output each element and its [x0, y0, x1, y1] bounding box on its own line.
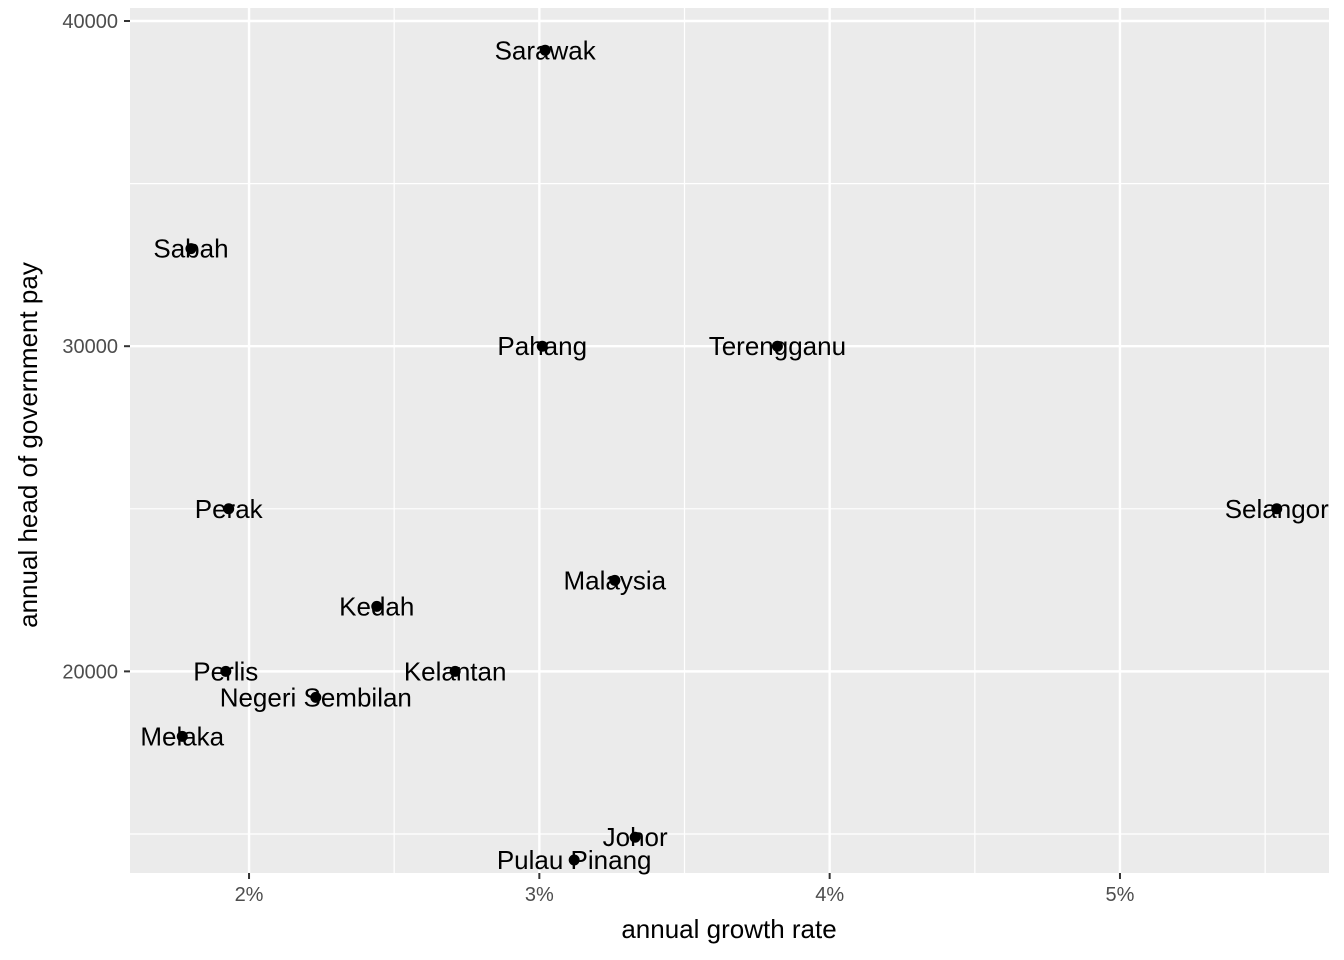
data-point [185, 243, 197, 255]
y-axis: 20000 30000 40000 [62, 11, 130, 683]
point-label: Malaysia [564, 565, 667, 595]
x-tick-label: 5% [1106, 884, 1135, 906]
point-label: Pulau Pinang [497, 845, 652, 875]
data-points [176, 44, 1283, 866]
point-label: Perlis [193, 656, 258, 686]
x-axis: 2% 3% 4% 5% [235, 873, 1135, 906]
data-point [568, 854, 580, 866]
y-tick-label: 20000 [62, 661, 118, 683]
data-point [223, 503, 235, 515]
plot-panel [130, 8, 1329, 873]
x-tick-label: 4% [815, 884, 844, 906]
point-label: Negeri Sembilan [220, 682, 412, 712]
major-gridlines [130, 8, 1329, 873]
data-point [371, 600, 383, 612]
data-point [539, 44, 551, 56]
point-label: Terengganu [709, 331, 846, 361]
data-point [310, 691, 322, 703]
point-labels: Sarawak Sabah Pahang Terengganu Perak Selango… [140, 35, 1329, 875]
data-point [771, 340, 783, 352]
data-point [220, 665, 232, 677]
point-label: Pahang [497, 331, 587, 361]
point-label: Perak [195, 494, 264, 524]
x-tick-label: 3% [525, 884, 554, 906]
x-tick-label: 2% [235, 884, 264, 906]
y-axis-title: annual head of government pay [13, 262, 43, 628]
data-point [449, 665, 461, 677]
point-label: Kedah [339, 591, 414, 621]
point-label: Melaka [140, 721, 224, 751]
point-label: Kelantan [404, 656, 507, 686]
minor-gridlines [130, 8, 1329, 873]
y-tick-label: 30000 [62, 336, 118, 358]
point-label: Selangor [1225, 494, 1329, 524]
data-point [536, 340, 548, 352]
data-point [1271, 503, 1283, 515]
data-point [629, 831, 641, 843]
point-label: Johor [603, 822, 668, 852]
point-label: Sabah [153, 234, 228, 264]
point-label: Sarawak [495, 35, 597, 65]
x-axis-title: annual growth rate [621, 914, 836, 944]
data-point [609, 574, 621, 586]
y-tick-label: 40000 [62, 11, 118, 33]
data-point [176, 730, 188, 742]
